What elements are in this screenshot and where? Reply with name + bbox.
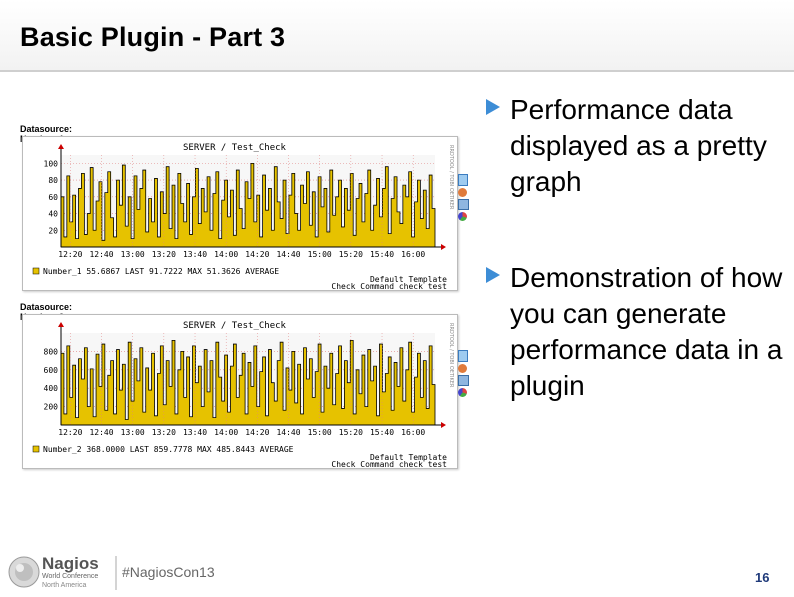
- x-tick-label: 12:20: [58, 428, 82, 437]
- rrdtool-watermark: RRDTOOL / TOBI OETIKER: [448, 145, 454, 210]
- logo-subtitle: World Conference: [42, 573, 99, 580]
- calendar-icon[interactable]: [458, 199, 469, 210]
- logo-text: Nagios: [42, 554, 99, 573]
- x-tick-label: 15:00: [308, 250, 332, 259]
- y-axis-arrow-icon: [58, 144, 64, 149]
- y-tick-label: 80: [48, 176, 58, 185]
- legend-text: Number_1 55.6867 LAST 91.7222 MAX 51.362…: [43, 267, 279, 276]
- command-text: Check Command check_test: [331, 282, 447, 290]
- graph-frame: SERVER / Test_Check 800 600 400 200 12:20 12:4…: [22, 314, 458, 469]
- data-area-series: [60, 339, 436, 426]
- bullet-text: Demonstration of how you can generate pe…: [510, 262, 783, 401]
- x-tick-label: 14:20: [245, 250, 269, 259]
- x-axis-arrow-icon: [441, 244, 446, 250]
- bullet-item: Performance data displayed as a pretty g…: [486, 92, 786, 200]
- y-tick-label: 400: [44, 384, 59, 393]
- y-tick-label: 60: [48, 193, 58, 202]
- x-tick-label: 13:40: [183, 428, 207, 437]
- template-text: Default Template: [370, 453, 447, 462]
- slide-title: Basic Plugin - Part 3: [20, 22, 286, 52]
- data-area-series: [60, 162, 436, 248]
- x-tick-label: 15:20: [339, 250, 363, 259]
- graph-header: SERVER / Test_Check: [183, 321, 287, 331]
- nagios-logo: Nagios World Conference North America #N…: [6, 552, 236, 592]
- template-text: Default Template: [370, 275, 447, 284]
- graph-frame: SERVER / Test_Check 100 80 60 40 20 12:20 12:40…: [22, 136, 458, 291]
- x-tick-label: 14:40: [276, 428, 300, 437]
- x-tick-label: 13:00: [121, 428, 145, 437]
- title-bar: Basic Plugin - Part 3: [0, 0, 794, 72]
- graph-toolbar-2: [458, 350, 472, 397]
- x-tick-label: 13:40: [183, 250, 207, 259]
- page-icon[interactable]: [458, 174, 468, 186]
- arrow-bullet-icon: [486, 99, 500, 115]
- x-tick-label: 15:20: [339, 428, 363, 437]
- x-tick-label: 16:00: [401, 250, 425, 259]
- logo-subtitle-2: North America: [42, 582, 87, 589]
- x-tick-label: 12:40: [89, 250, 113, 259]
- x-tick-label: 15:40: [370, 428, 394, 437]
- rrdtool-watermark: RRDTOOL / TOBI OETIKER: [448, 323, 454, 388]
- x-tick-label: 14:00: [214, 250, 238, 259]
- x-tick-label: 13:20: [152, 428, 176, 437]
- bullet-item: Demonstration of how you can generate pe…: [486, 260, 786, 404]
- x-tick-label: 15:00: [308, 428, 332, 437]
- x-tick-label: 13:00: [121, 250, 145, 259]
- x-tick-label: 13:20: [152, 250, 176, 259]
- y-tick-label: 200: [44, 403, 59, 412]
- hashtag: #NagiosCon13: [122, 564, 215, 580]
- pie-icon[interactable]: [458, 212, 467, 221]
- calendar-icon[interactable]: [458, 375, 469, 386]
- pie-icon[interactable]: [458, 388, 467, 397]
- graph-toolbar-1: [458, 174, 472, 221]
- x-tick-label: 14:00: [214, 428, 238, 437]
- arrow-bullet-icon: [486, 267, 500, 283]
- legend-text: Number_2 368.0000 LAST 859.7778 MAX 485.…: [43, 445, 294, 454]
- nagios-logo-icon: [8, 556, 117, 590]
- x-tick-label: 15:40: [370, 250, 394, 259]
- y-tick-label: 40: [48, 210, 58, 219]
- performance-graph: SERVER / Test_Check 100 80 60 40 20 12:20 12:40…: [32, 143, 454, 290]
- y-tick-label: 20: [48, 226, 58, 235]
- y-tick-label: 800: [44, 347, 59, 356]
- y-tick-label: 100: [44, 159, 59, 168]
- x-axis-arrow-icon: [441, 422, 446, 428]
- x-tick-label: 16:00: [401, 428, 425, 437]
- x-tick-label: 14:20: [245, 428, 269, 437]
- y-tick-label: 600: [44, 366, 59, 375]
- x-tick-label: 12:20: [58, 250, 82, 259]
- bullet-text: Performance data displayed as a pretty g…: [510, 94, 767, 197]
- bullet-list: Performance data displayed as a pretty g…: [486, 92, 786, 404]
- x-tick-label: 14:40: [276, 250, 300, 259]
- legend-swatch: [32, 445, 40, 453]
- zoom-icon[interactable]: [458, 364, 467, 373]
- legend-swatch: [32, 267, 40, 275]
- page-icon[interactable]: [458, 350, 468, 362]
- y-axis-arrow-icon: [58, 322, 64, 327]
- zoom-icon[interactable]: [458, 188, 467, 197]
- x-tick-label: 12:40: [89, 428, 113, 437]
- command-text: Check Command check_test: [331, 460, 447, 468]
- performance-graph: SERVER / Test_Check 800 600 400 200 12:20 12:4…: [32, 321, 454, 468]
- graph-header: SERVER / Test_Check: [183, 143, 287, 153]
- page-number: 16: [755, 570, 770, 585]
